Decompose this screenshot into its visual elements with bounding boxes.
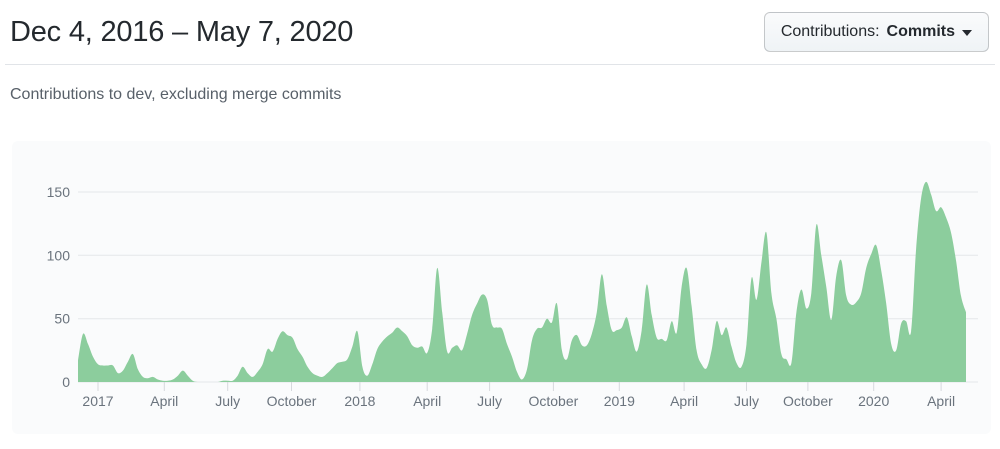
x-axis-label-2017-0: 2017 — [82, 393, 113, 409]
x-axis-label-april-13: April — [927, 393, 955, 409]
x-axis-label-2019-8: 2019 — [604, 393, 635, 409]
x-axis-label-april-5: April — [413, 393, 441, 409]
x-axis-label-july-10: July — [734, 393, 759, 409]
x-axis-label-2020-12: 2020 — [858, 393, 889, 409]
x-axis-label-october-11: October — [783, 393, 833, 409]
x-axis-label-july-2: July — [215, 393, 240, 409]
commit-activity-area — [78, 181, 966, 382]
contributions-area-chart: 0 50 100 150 2017 April July October 2018 April Ju… — [47, 181, 978, 409]
caret-down-icon — [962, 29, 972, 36]
y-axis-label-100: 100 — [47, 247, 71, 263]
header: Dec 4, 2016 – May 7, 2020 Contributions:… — [0, 0, 1000, 52]
y-axis-label-0: 0 — [62, 374, 70, 390]
x-axis-label-april-1: April — [150, 393, 178, 409]
x-axis-label-july-6: July — [477, 393, 502, 409]
contributions-filter-button[interactable]: Contributions: Commits — [763, 12, 989, 52]
x-axis-label-october-7: October — [528, 393, 578, 409]
x-axis-label-2018-4: 2018 — [344, 393, 375, 409]
header-divider — [5, 64, 995, 65]
x-axis-label-october-3: October — [267, 393, 317, 409]
x-axis-label-april-9: April — [670, 393, 698, 409]
filter-button-selected-value: Commits — [886, 23, 955, 40]
chart-panel: 0 50 100 150 2017 April July October 2018 April Ju… — [12, 141, 991, 434]
y-axis-label-50: 50 — [54, 311, 70, 327]
filter-button-prefix: Contributions: — [780, 23, 880, 40]
page-title: Dec 4, 2016 – May 7, 2020 — [10, 16, 354, 48]
y-axis-label-150: 150 — [47, 184, 71, 200]
chart-description: Contributions to dev, excluding merge co… — [10, 86, 342, 103]
